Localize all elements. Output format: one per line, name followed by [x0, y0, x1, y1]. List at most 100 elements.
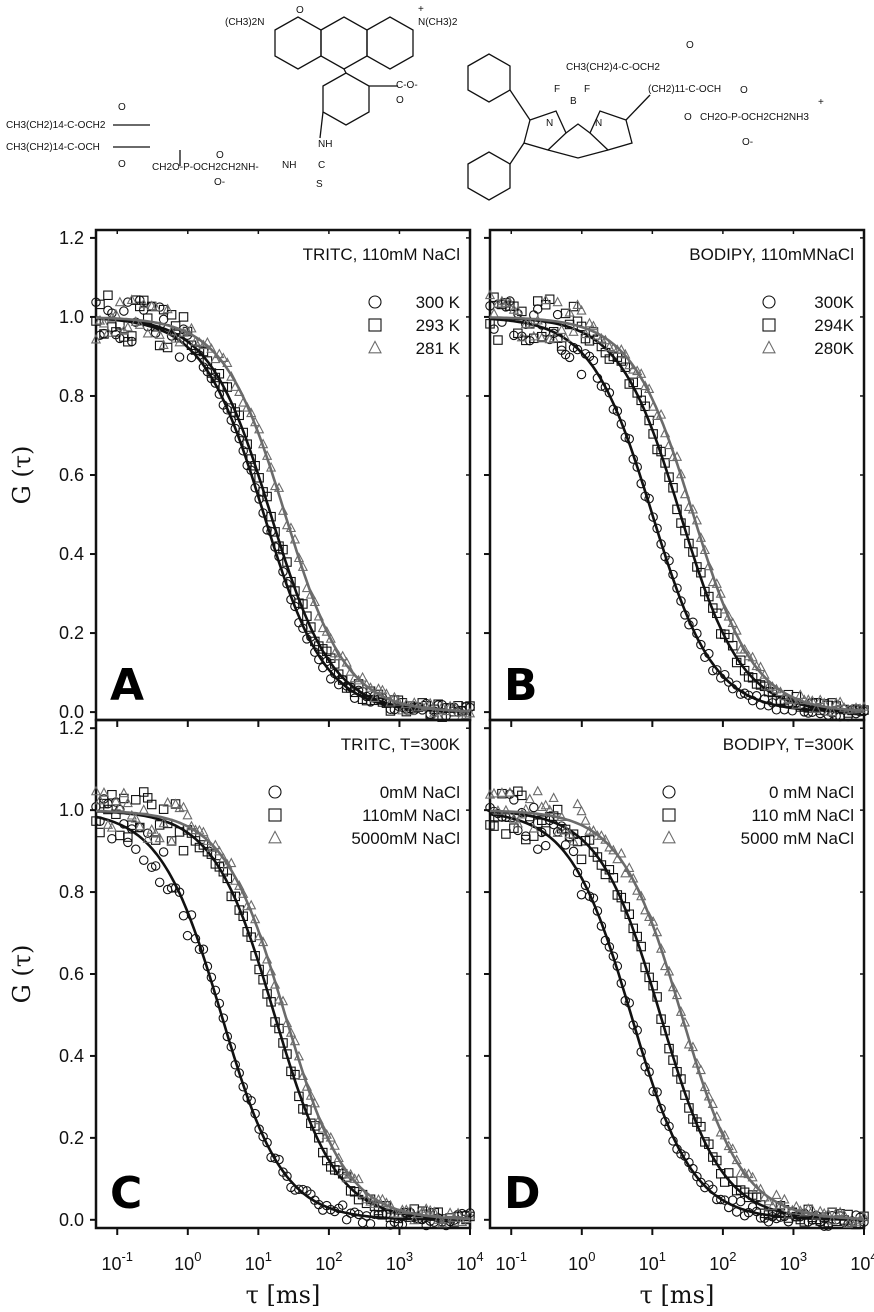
data-point [620, 867, 631, 878]
data-point [126, 294, 137, 304]
data-point [676, 596, 686, 606]
x-tick-base: 10 [568, 1254, 588, 1274]
bodipy-structure-label: (CH2)11-C-OCH [648, 84, 721, 95]
series-0 [485, 789, 869, 1231]
data-point [162, 342, 173, 353]
data-point [564, 306, 575, 317]
data-point [544, 333, 555, 344]
data-point [452, 706, 464, 717]
data-point [98, 317, 110, 328]
fit-curve [489, 812, 864, 1221]
data-point [548, 792, 559, 803]
x-axis-label: τ [ms] [246, 1281, 321, 1309]
data-point [265, 965, 277, 976]
data-point [492, 297, 504, 308]
data-point [552, 827, 563, 837]
data-point [528, 330, 539, 341]
data-point [516, 808, 527, 819]
panel-letter: A [110, 660, 144, 711]
data-point [584, 835, 595, 845]
data-point [154, 820, 165, 830]
fit-curve [95, 317, 470, 713]
series-0 [485, 296, 869, 722]
x-tick-label: 10-1 [101, 1249, 133, 1274]
data-point [281, 1017, 293, 1028]
data-point [158, 847, 169, 857]
data-point [464, 707, 476, 718]
data-point [365, 1219, 376, 1229]
bodipy-structure-label: O [740, 85, 748, 96]
data-point [536, 801, 547, 812]
x-tick-base: 10 [315, 1254, 335, 1274]
plot-frame [94, 228, 472, 722]
data-point [301, 1081, 312, 1091]
data-point [529, 802, 539, 813]
data-point [142, 327, 153, 338]
series-2 [484, 785, 870, 1228]
bodipy-structure-label: CH3(CH2)4-C-OCH2 [566, 62, 660, 73]
data-point [496, 295, 508, 306]
x-tick-label: 10-1 [495, 1249, 527, 1274]
data-point [365, 1195, 376, 1206]
data-point [377, 684, 388, 695]
data-point [795, 689, 806, 699]
tritc-structure-label: O [118, 159, 126, 170]
bodipy-structure-label: CH2O-P-OCH2CH2NH3 [700, 112, 809, 123]
bodipy-structure-label: O [686, 40, 694, 51]
data-point [509, 795, 519, 805]
fit-curve [489, 317, 864, 713]
data-point [616, 847, 627, 858]
xanthene-ring-right [366, 16, 414, 70]
data-point [858, 1211, 870, 1221]
fit-curve [490, 316, 865, 712]
data-point [739, 643, 750, 654]
data-point [123, 837, 133, 848]
x-tick-exponent: 1 [265, 1249, 272, 1264]
data-point [138, 855, 149, 865]
x-tick-label: 103 [386, 1249, 413, 1274]
x-tick-label: 104 [850, 1249, 874, 1274]
data-point [842, 1218, 854, 1228]
data-point [99, 329, 109, 339]
panel-title: TRITC, T=300K [341, 735, 461, 754]
data-point [131, 795, 141, 805]
data-point [854, 703, 866, 713]
data-point [146, 824, 157, 834]
fit-curve [96, 316, 471, 713]
data-point [827, 1214, 838, 1225]
panel-letter: D [504, 1168, 541, 1219]
x-tick-base: 10 [245, 1254, 265, 1274]
y-tick-label: 1.2 [59, 228, 84, 248]
bodipy-structure-label: N [595, 118, 602, 129]
x-tick-label: 101 [639, 1249, 666, 1274]
data-point [103, 804, 113, 815]
data-point [544, 804, 555, 815]
pyrrole-right [589, 110, 633, 151]
data-point [242, 401, 253, 412]
data-point [90, 333, 102, 344]
legend-marker [762, 295, 776, 309]
series-2 [484, 289, 870, 717]
data-point [712, 665, 722, 675]
data-point [170, 798, 181, 809]
legend-entry: 110mM NaCl [362, 806, 460, 825]
data-point [361, 1193, 372, 1204]
data-point [210, 353, 221, 364]
data-point [576, 854, 587, 865]
y-tick-label: 0.2 [59, 623, 84, 643]
data-point [608, 844, 619, 855]
data-point [501, 829, 511, 839]
data-point [719, 603, 730, 614]
data-point [517, 790, 527, 801]
data-point [218, 852, 229, 863]
panel-title: TRITC, 110mM NaCl [303, 245, 460, 264]
data-point [484, 289, 496, 300]
data-point [158, 817, 169, 828]
data-point [166, 310, 177, 320]
data-point [552, 804, 563, 815]
data-point [150, 827, 161, 838]
data-point [767, 1200, 778, 1211]
data-point [114, 296, 125, 307]
